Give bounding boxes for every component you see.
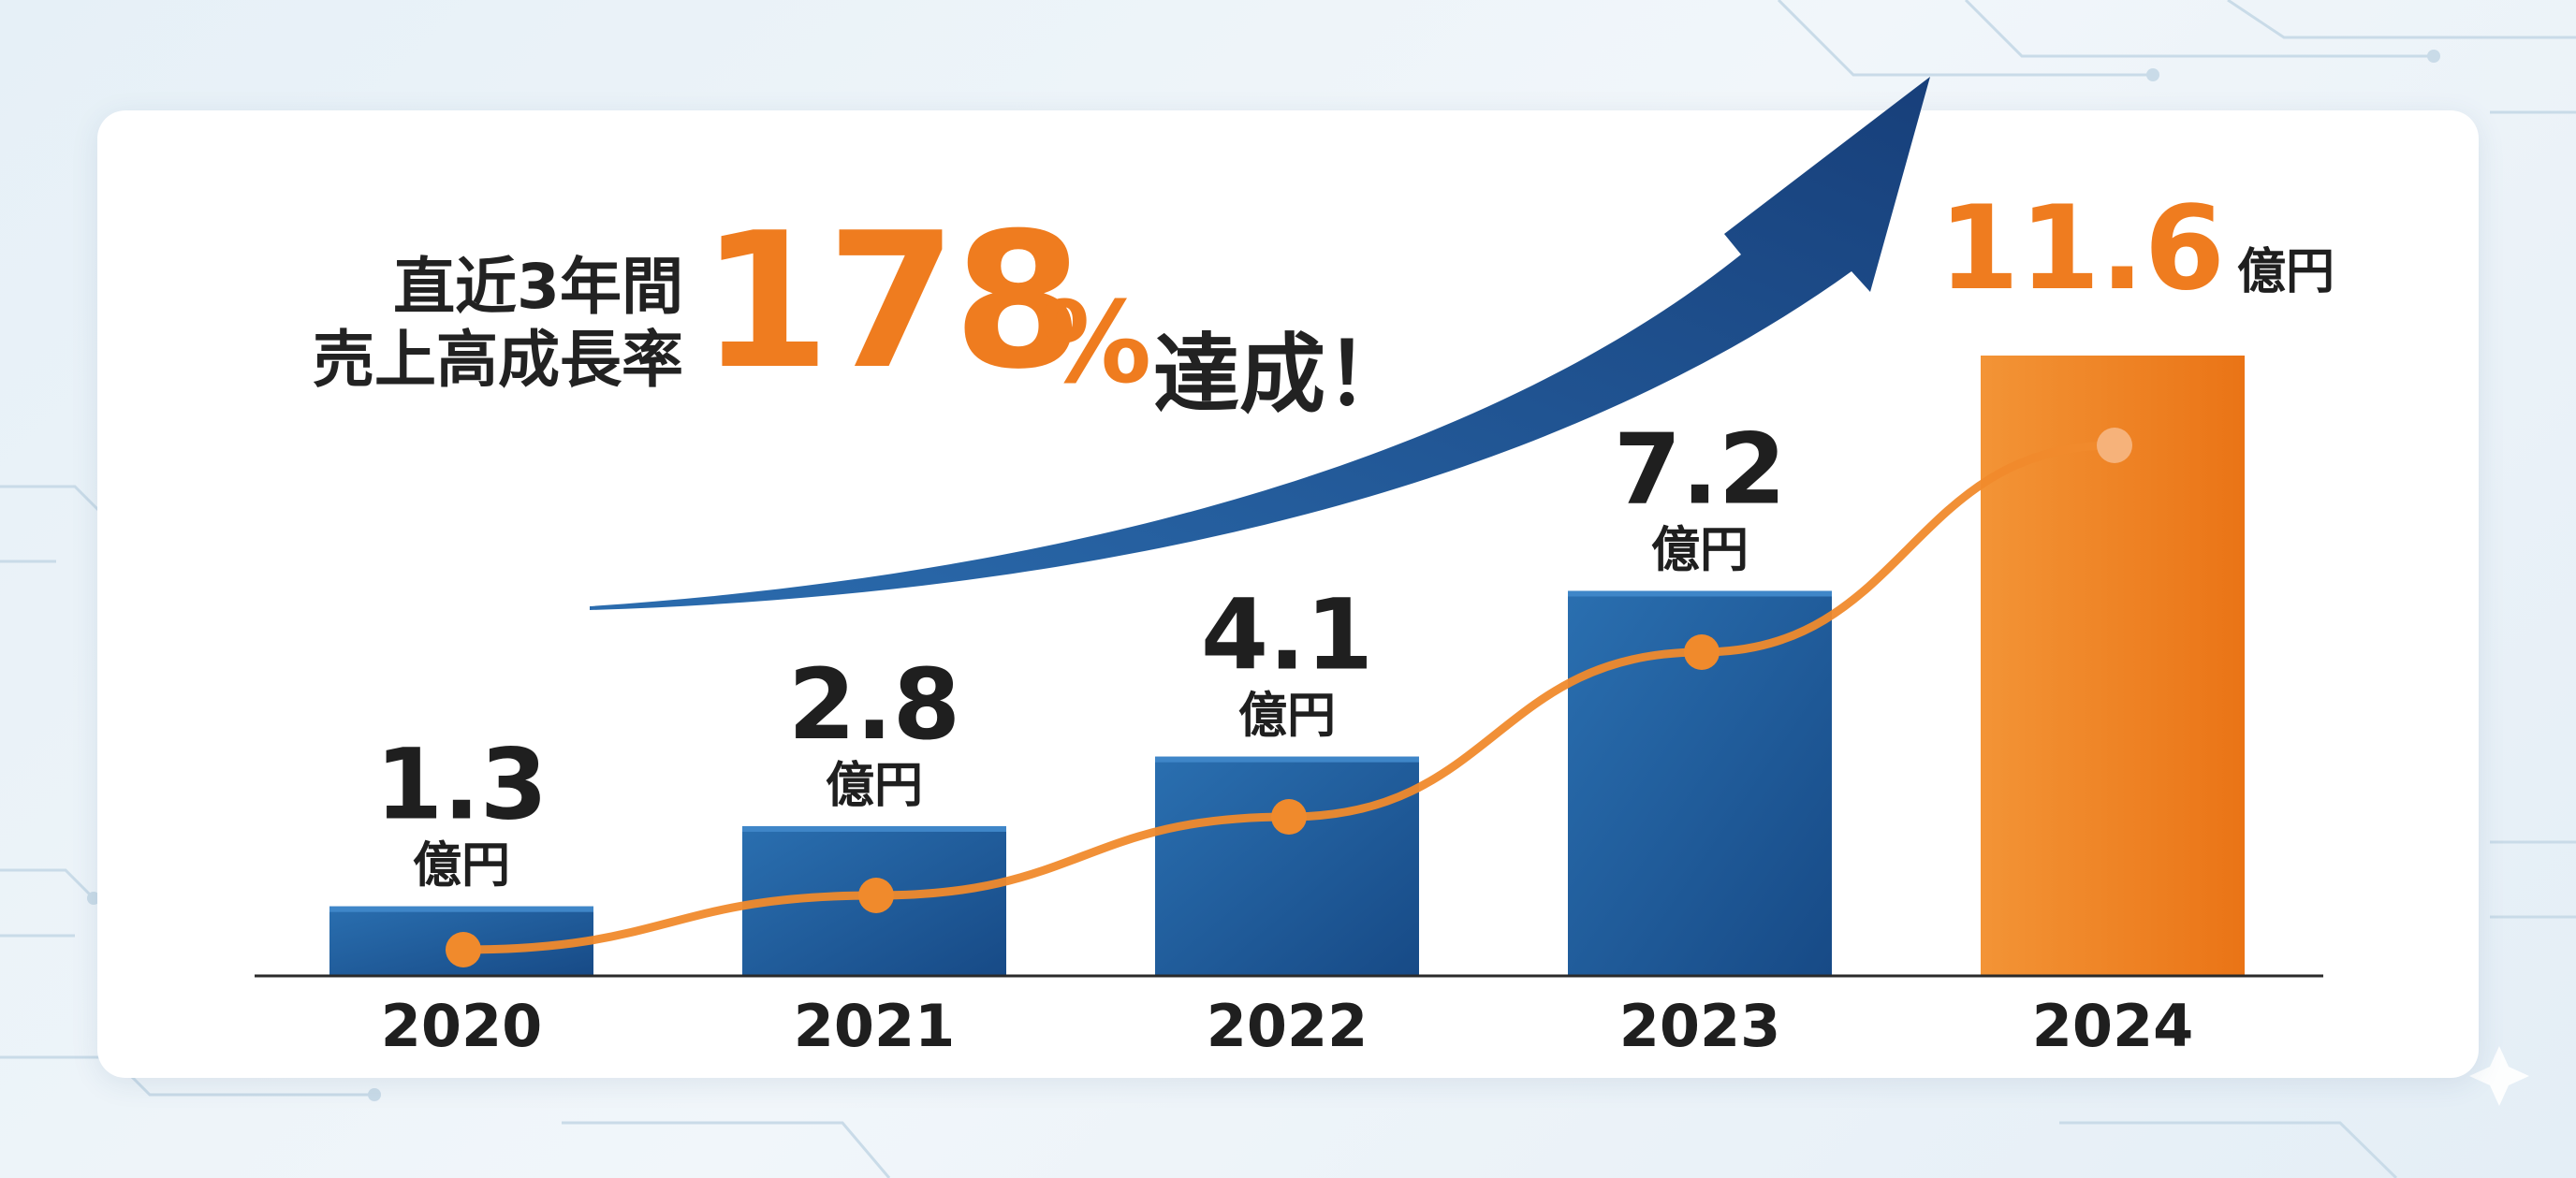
data-label-value: 7.2 xyxy=(1614,412,1786,526)
data-label-value: 2.8 xyxy=(788,647,960,762)
headline-suffix: 達成！ xyxy=(1153,325,1412,425)
x-tick-label: 2024 xyxy=(2032,992,2194,1060)
trend-point-2020 xyxy=(446,932,481,967)
data-label-unit: 億円 xyxy=(826,758,923,814)
growth-rate-percent: % xyxy=(1039,279,1152,409)
data-label-unit: 億円 xyxy=(1651,522,1749,578)
x-tick-label: 2023 xyxy=(1619,992,1781,1060)
bar-top-edge xyxy=(1155,756,1419,763)
labels-layer: 20201.3億円20212.8億円20224.1億円20237.2億円2024… xyxy=(375,182,2334,1060)
trend-point-2021 xyxy=(858,878,894,913)
data-label-value: 4.1 xyxy=(1201,578,1373,692)
bar-2022 xyxy=(1155,756,1419,976)
bar-top-edge xyxy=(329,906,593,912)
trend-line xyxy=(459,441,2119,954)
headline-line2: 売上高成長率 xyxy=(313,324,683,396)
trend-line-layer xyxy=(446,428,2132,967)
data-label-unit: 億円 xyxy=(2237,244,2334,300)
x-tick-label: 2020 xyxy=(381,992,543,1060)
data-label-value: 11.6 xyxy=(1939,182,2225,316)
data-label-value: 1.3 xyxy=(375,728,548,842)
bar-top-edge xyxy=(742,825,1006,832)
growth-arrow-icon xyxy=(590,77,1930,610)
bar-top-edge xyxy=(1568,590,1832,597)
trend-point-2024 xyxy=(2097,428,2132,463)
x-tick-label: 2022 xyxy=(1207,992,1368,1060)
data-label-unit: 億円 xyxy=(413,838,510,894)
trend-point-2022 xyxy=(1271,799,1307,835)
growth-rate-number: 178 xyxy=(700,193,1083,411)
headline-line1: 直近3年間 xyxy=(393,251,683,323)
data-label-unit: 億円 xyxy=(1238,689,1336,745)
x-tick-label: 2021 xyxy=(794,992,956,1060)
trend-point-2023 xyxy=(1684,634,1720,670)
